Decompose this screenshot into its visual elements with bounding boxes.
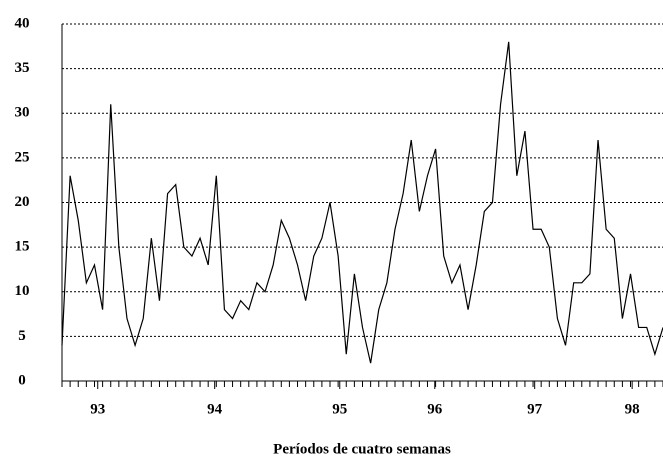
x-tick-label: 93 — [90, 401, 105, 417]
y-tick-label: 20 — [15, 194, 30, 210]
y-tick-label: 10 — [15, 283, 30, 299]
y-tick-label: 35 — [15, 60, 30, 76]
y-tick-label: 5 — [18, 328, 26, 344]
x-axis-label: Períodos de cuatro semanas — [273, 441, 451, 456]
data-line — [61, 41, 663, 364]
y-tick-label: 15 — [15, 239, 30, 255]
y-tick-label: 25 — [15, 149, 30, 165]
x-tick-label: 95 — [332, 401, 347, 417]
y-tick-label: 40 — [15, 15, 30, 31]
x-tick-label: 96 — [427, 401, 443, 417]
x-tick-label: 94 — [207, 401, 223, 417]
x-tick-label: 98 — [625, 401, 640, 417]
y-tick-label: 0 — [18, 372, 26, 388]
x-tick-label: 97 — [527, 401, 543, 417]
y-tick-label: 30 — [15, 105, 30, 121]
